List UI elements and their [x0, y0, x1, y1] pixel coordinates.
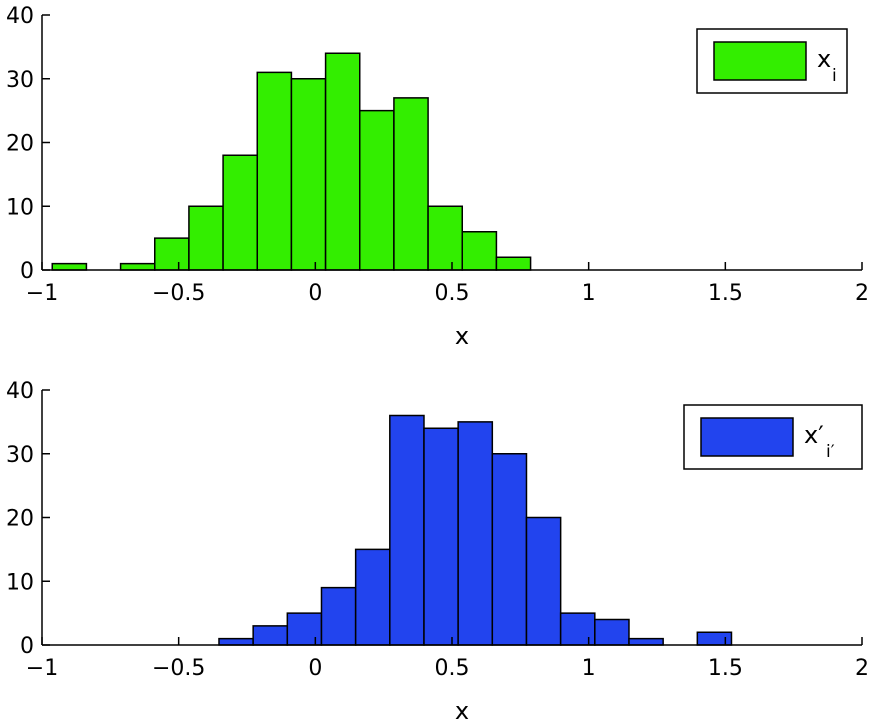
- y-tick-label: 10: [6, 195, 34, 220]
- x-tick-label: −0.5: [152, 281, 205, 306]
- legend-subscript: i′: [826, 442, 835, 462]
- histogram-bar: [51, 262, 88, 271]
- histogram-bar: [393, 97, 429, 271]
- histogram-bar: [286, 612, 323, 646]
- y-tick-label: 30: [6, 443, 34, 468]
- y-tick-label: 0: [20, 634, 34, 659]
- histogram-bar: [389, 414, 425, 646]
- histogram-bar: [495, 256, 532, 271]
- histogram-bar: [696, 631, 733, 646]
- histogram-bar: [154, 237, 190, 271]
- y-tick-label: 10: [6, 570, 34, 595]
- histogram-bar: [354, 548, 391, 646]
- histogram-bar: [290, 78, 327, 271]
- histogram-bar: [427, 205, 464, 271]
- x-axis-label: x: [455, 322, 469, 350]
- x-tick-label: 2: [855, 281, 869, 306]
- histogram-bar: [461, 231, 498, 271]
- histogram-bar: [559, 612, 596, 646]
- histogram-bar: [218, 637, 254, 646]
- x-tick-label: 0.5: [435, 281, 470, 306]
- legend-label: x′: [804, 421, 824, 449]
- x-tick-label: 0.5: [435, 656, 470, 681]
- y-tick-label: 0: [20, 259, 34, 284]
- histogram-bar: [594, 618, 630, 646]
- histogram-bar: [628, 637, 664, 646]
- histogram-bar: [491, 453, 528, 646]
- x-tick-label: −1: [26, 281, 58, 306]
- histogram-bar: [359, 109, 395, 271]
- x-tick-label: 2: [855, 656, 869, 681]
- legend-swatch: [700, 417, 794, 457]
- x-tick-label: 0: [308, 281, 322, 306]
- histogram-bar: [119, 262, 156, 271]
- histogram-bar: [457, 421, 494, 646]
- histogram-bar: [324, 52, 361, 271]
- y-tick-label: 20: [6, 132, 34, 157]
- legend-swatch: [713, 41, 807, 81]
- x-tick-label: 1: [582, 656, 596, 681]
- histogram-bar: [222, 154, 258, 271]
- x-tick-label: 1.5: [708, 656, 743, 681]
- legend-subscript: i: [832, 66, 837, 86]
- histogram-bar: [188, 205, 224, 271]
- histogram-bar: [256, 71, 293, 271]
- legend-label: x: [817, 45, 831, 73]
- y-tick-label: 40: [6, 379, 34, 404]
- histogram-bar: [423, 427, 459, 646]
- y-tick-label: 40: [6, 4, 34, 29]
- x-tick-label: 0: [308, 656, 322, 681]
- histogram-bar: [252, 625, 289, 646]
- y-tick-label: 20: [6, 507, 34, 532]
- histogram-bar: [320, 586, 357, 646]
- x-axis-label: x: [455, 697, 469, 725]
- x-tick-label: 1: [582, 281, 596, 306]
- x-tick-label: −0.5: [152, 656, 205, 681]
- x-tick-label: 1.5: [708, 281, 743, 306]
- y-tick-label: 30: [6, 68, 34, 93]
- histogram-bar: [525, 516, 562, 646]
- x-tick-label: −1: [26, 656, 58, 681]
